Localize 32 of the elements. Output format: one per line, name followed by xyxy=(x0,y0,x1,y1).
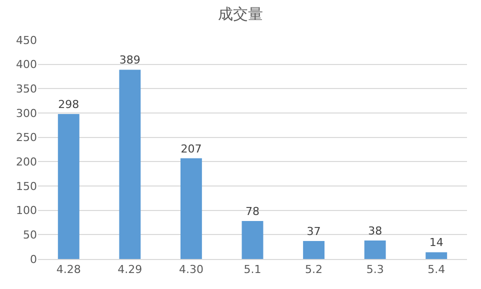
bar xyxy=(303,240,325,259)
bar xyxy=(364,240,386,259)
bar xyxy=(58,114,80,259)
data-label: 37 xyxy=(306,224,321,238)
y-tick-label: 50 xyxy=(23,228,37,242)
chart-title: 成交量 xyxy=(218,5,263,24)
data-label: 38 xyxy=(368,224,382,238)
x-tick-label: 5.4 xyxy=(428,263,446,276)
data-label: 78 xyxy=(246,205,260,218)
y-tick-label: 0 xyxy=(30,252,37,266)
x-tick-label: 4.28 xyxy=(56,263,81,276)
data-label: 14 xyxy=(429,236,444,250)
y-tick-label: 400 xyxy=(16,58,37,72)
y-tick-label: 100 xyxy=(16,204,37,218)
x-tick-label: 4.29 xyxy=(118,263,142,276)
data-label: 298 xyxy=(58,98,80,111)
y-tick-label: 150 xyxy=(16,180,37,193)
bar xyxy=(426,252,448,259)
data-label: 207 xyxy=(180,142,202,156)
data-label: 389 xyxy=(119,54,140,67)
bar xyxy=(180,158,202,259)
x-tick-label: 5.3 xyxy=(366,263,384,276)
y-tick-label: 300 xyxy=(16,106,37,120)
x-tick-label: 5.1 xyxy=(244,263,262,276)
bar xyxy=(242,221,264,259)
y-tick-label: 350 xyxy=(16,82,37,96)
y-tick-label: 250 xyxy=(16,131,37,144)
y-tick-label: 450 xyxy=(16,34,37,47)
y-tick-label: 200 xyxy=(16,156,37,169)
x-tick-label: 5.2 xyxy=(305,263,323,276)
bar xyxy=(119,70,141,259)
x-tick-label: 4.30 xyxy=(178,263,204,276)
